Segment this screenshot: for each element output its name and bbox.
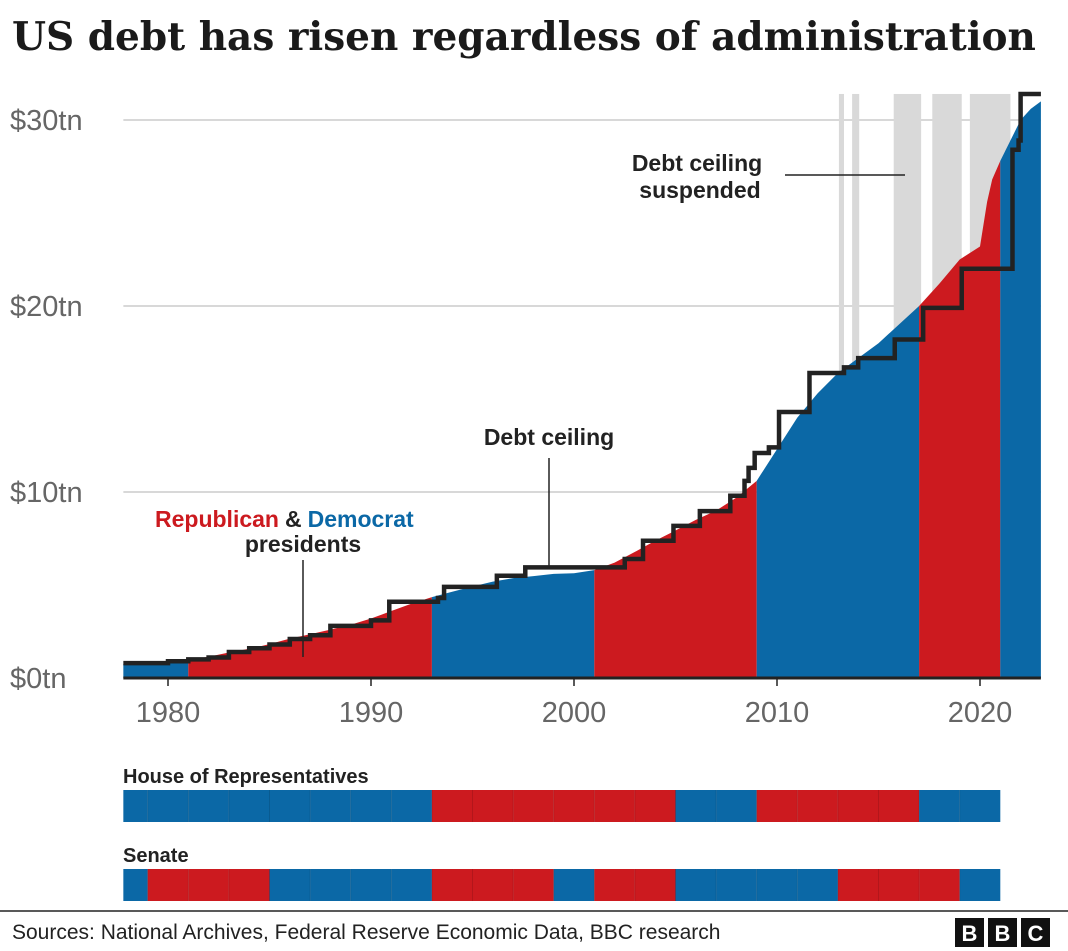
senate-congress-segment bbox=[553, 869, 595, 901]
debt-ceiling-line bbox=[123, 91, 1041, 666]
senate-congress-segment bbox=[594, 869, 635, 901]
house-congress-segment bbox=[716, 790, 757, 822]
senate-congress-segment bbox=[123, 869, 148, 901]
president-term-area-R bbox=[919, 160, 1001, 679]
senate-congress-segment bbox=[919, 869, 960, 901]
president-term-area-D bbox=[756, 306, 920, 678]
house-congress-segment bbox=[756, 790, 798, 822]
senate-congress-segment bbox=[675, 869, 717, 901]
senate-congress-segment bbox=[959, 869, 1001, 901]
annotation-presidents: presidents bbox=[245, 531, 361, 557]
senate-congress-segment bbox=[431, 869, 473, 901]
annotation-debt-ceiling: Debt ceiling bbox=[484, 424, 614, 450]
president-term-area-D bbox=[431, 570, 595, 678]
senate-congress-segment bbox=[269, 869, 311, 901]
bbc-logo-block bbox=[955, 918, 984, 947]
house-congress-segment bbox=[959, 790, 1001, 822]
house-congress-segment bbox=[123, 790, 148, 822]
x-tick-label: 2020 bbox=[948, 697, 1013, 729]
house-congress-segment bbox=[919, 790, 960, 822]
y-tick-label: $20tn bbox=[10, 291, 83, 323]
senate-congress-segment bbox=[797, 869, 838, 901]
house-congress-segment bbox=[188, 790, 229, 822]
senate-congress-segment bbox=[391, 869, 432, 901]
bbc-logo-block bbox=[1021, 918, 1050, 947]
house-congress-segment bbox=[391, 790, 432, 822]
house-congress-segment bbox=[350, 790, 392, 822]
senate-congress-segment bbox=[513, 869, 554, 901]
annotation-amp: & bbox=[285, 506, 302, 532]
x-tick-label: 1980 bbox=[136, 697, 201, 729]
senate-congress-segment bbox=[716, 869, 757, 901]
y-tick-label: $30tn bbox=[10, 105, 83, 137]
senate-congress-segment bbox=[228, 869, 270, 901]
senate-congress-segment bbox=[188, 869, 229, 901]
house-congress-segment bbox=[553, 790, 595, 822]
house-congress-segment bbox=[797, 790, 838, 822]
president-term-area-D bbox=[1000, 101, 1041, 678]
house-congress-segment bbox=[594, 790, 635, 822]
senate-congress-segment bbox=[837, 869, 879, 901]
senate-label: Senate bbox=[123, 845, 189, 867]
house-label: House of Representatives bbox=[123, 766, 369, 788]
house-congress-segment bbox=[513, 790, 554, 822]
house-congress-segment bbox=[269, 790, 311, 822]
house-congress-segment bbox=[147, 790, 189, 822]
senate-congress-segment bbox=[878, 869, 920, 901]
house-congress-segment bbox=[472, 790, 514, 822]
bbc-logo-block bbox=[988, 918, 1017, 947]
house-congress-segment bbox=[431, 790, 473, 822]
house-congress-segment bbox=[228, 790, 270, 822]
chart-title: US debt has risen regardless of administ… bbox=[12, 14, 1036, 60]
y-tick-label: $10tn bbox=[10, 477, 83, 509]
annotation-parties: Republican & Democrat bbox=[155, 506, 414, 532]
bbc-logo-letter: C bbox=[1028, 921, 1044, 946]
house-congress-segment bbox=[837, 790, 879, 822]
senate-congress-segment bbox=[756, 869, 798, 901]
x-tick-label: 1990 bbox=[339, 697, 404, 729]
bbc-logo-letter: B bbox=[995, 921, 1011, 946]
annotation-suspended-2: suspended bbox=[639, 177, 760, 203]
source-text: Sources: National Archives, Federal Rese… bbox=[12, 921, 720, 944]
x-tick-label: 2010 bbox=[745, 697, 810, 729]
president-term-area-R bbox=[594, 480, 757, 678]
senate-congress-segment bbox=[634, 869, 676, 901]
senate-congress-segment bbox=[350, 869, 392, 901]
annotation-suspended-1: Debt ceiling bbox=[632, 150, 762, 176]
house-congress-segment bbox=[634, 790, 676, 822]
annotation-republican: Republican bbox=[155, 506, 279, 532]
y-tick-label: $0tn bbox=[10, 663, 66, 695]
x-tick-label: 2000 bbox=[542, 697, 607, 729]
senate-congress-segment bbox=[472, 869, 514, 901]
bbc-logo-letter: B bbox=[962, 921, 978, 946]
senate-congress-segment bbox=[310, 869, 351, 901]
annotation-democrat: Democrat bbox=[308, 506, 414, 532]
house-congress-segment bbox=[878, 790, 920, 822]
senate-congress-segment bbox=[147, 869, 189, 901]
house-congress-segment bbox=[310, 790, 351, 822]
house-congress-segment bbox=[675, 790, 717, 822]
